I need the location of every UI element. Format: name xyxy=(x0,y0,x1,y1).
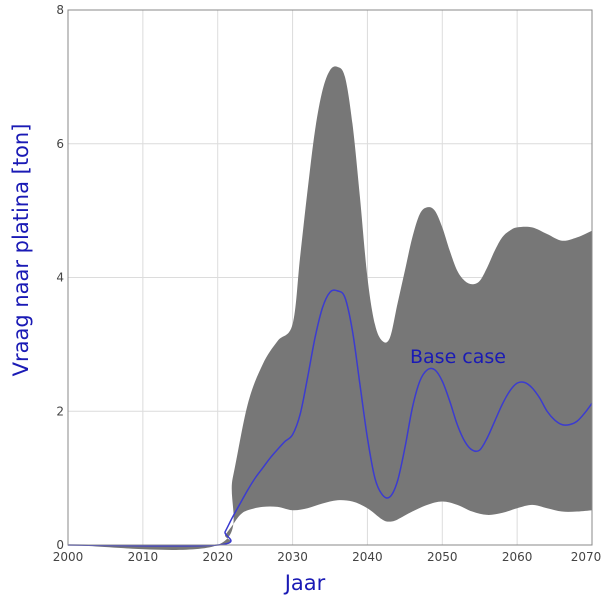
y-tick-label: 6 xyxy=(56,137,64,151)
uncertainty-band xyxy=(68,66,592,550)
y-tick-label: 2 xyxy=(56,404,64,418)
y-tick-label: 4 xyxy=(56,271,64,285)
y-tick-labels: 0 2 4 6 8 xyxy=(56,3,64,552)
base-case-label: Base case xyxy=(410,346,506,368)
x-axis-title: Jaar xyxy=(283,571,326,595)
x-tick-label: 2000 xyxy=(53,550,84,564)
y-tick-label: 8 xyxy=(56,3,64,17)
base-case-line xyxy=(67,289,593,547)
x-tick-label: 2010 xyxy=(128,550,159,564)
y-axis-title: Vraag naar platina [ton] xyxy=(9,124,33,377)
x-tick-label: 2020 xyxy=(202,550,233,564)
x-tick-label: 2060 xyxy=(502,550,533,564)
x-tick-label: 2030 xyxy=(277,550,308,564)
x-tick-label: 2050 xyxy=(427,550,458,564)
x-tick-labels: 2000 2010 2020 2030 2040 2050 2060 2070 xyxy=(53,550,602,564)
x-tick-label: 2070 xyxy=(571,550,602,564)
x-tick-label: 2040 xyxy=(352,550,383,564)
y-tick-label: 0 xyxy=(56,538,64,552)
plot-frame xyxy=(67,9,593,546)
